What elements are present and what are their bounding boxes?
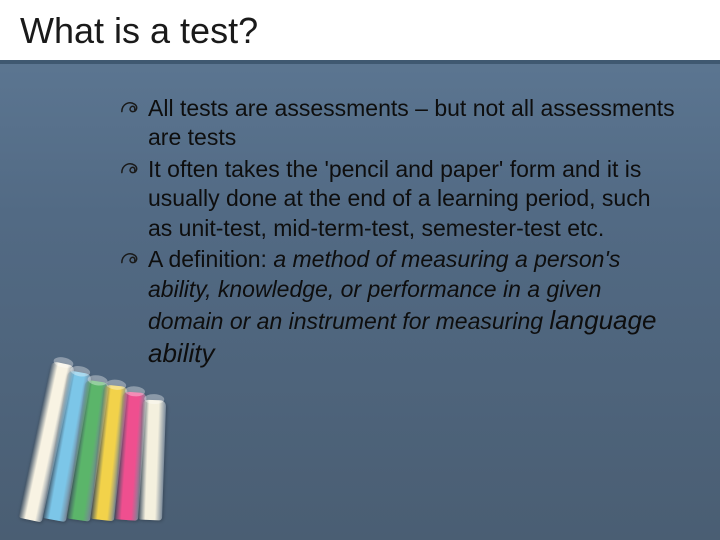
chalk-image (18, 330, 218, 520)
bullet-text: A definition: a method of measuring a pe… (148, 246, 656, 367)
bullet-text: It often takes the 'pencil and paper' fo… (148, 156, 651, 241)
chalk-stick (138, 400, 166, 521)
title-bar: What is a test? (0, 0, 720, 64)
bullet-swirl-icon (120, 249, 142, 267)
bullet-swirl-icon (120, 98, 142, 116)
bullet-swirl-icon (120, 159, 142, 177)
bullet-item: All tests are assessments – but not all … (120, 94, 680, 153)
bullet-item: It often takes the 'pencil and paper' fo… (120, 155, 680, 243)
bullet-text: All tests are assessments – but not all … (148, 95, 675, 150)
slide-title: What is a test? (20, 10, 700, 52)
